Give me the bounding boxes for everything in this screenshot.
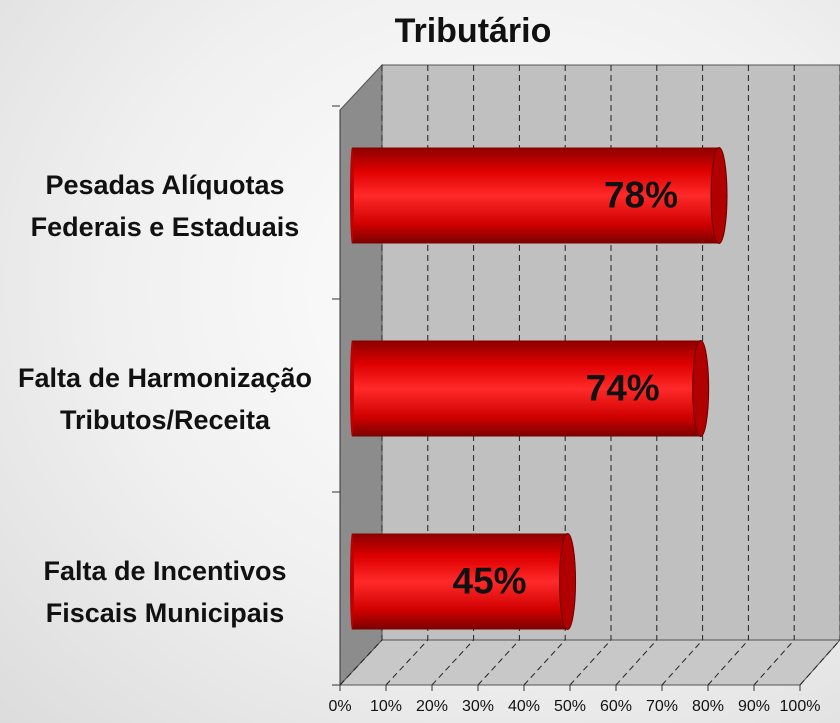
chart-title: Tributário (395, 12, 552, 50)
value-label: 45% (453, 560, 527, 601)
bar-end-cap (692, 340, 710, 437)
x-tick-label: 10% (370, 698, 402, 715)
floor-grid-line (477, 639, 520, 686)
bar (352, 340, 701, 437)
bar-end-cap (559, 533, 577, 630)
x-tick-label: 80% (692, 698, 724, 715)
x-tick-label: 0% (328, 698, 351, 715)
floor-grid-line (707, 639, 749, 686)
value-label: 74% (586, 367, 660, 408)
floor-grid-line (799, 639, 840, 686)
bar (352, 147, 720, 244)
x-tick-label: 30% (462, 698, 494, 715)
bar-end-cap (710, 147, 728, 244)
floor-grid-line (661, 639, 703, 686)
x-tick-label: 90% (738, 698, 770, 715)
floor-grid-line (753, 639, 795, 686)
value-label: 78% (604, 174, 678, 215)
floor-grid-line (523, 639, 566, 686)
x-tick-label: 20% (416, 698, 448, 715)
category-label: Falta de Harmonização Tributos/Receita (17, 362, 313, 435)
x-tick-label: 50% (554, 698, 586, 715)
floor-grid-line (569, 639, 612, 686)
bar-start-cap (350, 147, 354, 244)
floor-grid-line (385, 639, 429, 686)
category-label: Pesadas Alíquotas Federais e Estaduais (30, 169, 300, 242)
category-label: Falta de Incentivos Fiscais Municipais (43, 555, 287, 628)
bar (352, 533, 568, 630)
floor-grid-line (339, 639, 383, 686)
x-tick-label: 60% (600, 698, 632, 715)
x-tick-label: 100% (780, 698, 821, 715)
x-tick-label: 40% (508, 698, 540, 715)
x-tick-label: 70% (646, 698, 678, 715)
bar-start-cap (350, 533, 354, 630)
floor-grid-line (615, 639, 658, 686)
bar-start-cap (350, 340, 354, 437)
floor-grid-line (431, 639, 474, 686)
